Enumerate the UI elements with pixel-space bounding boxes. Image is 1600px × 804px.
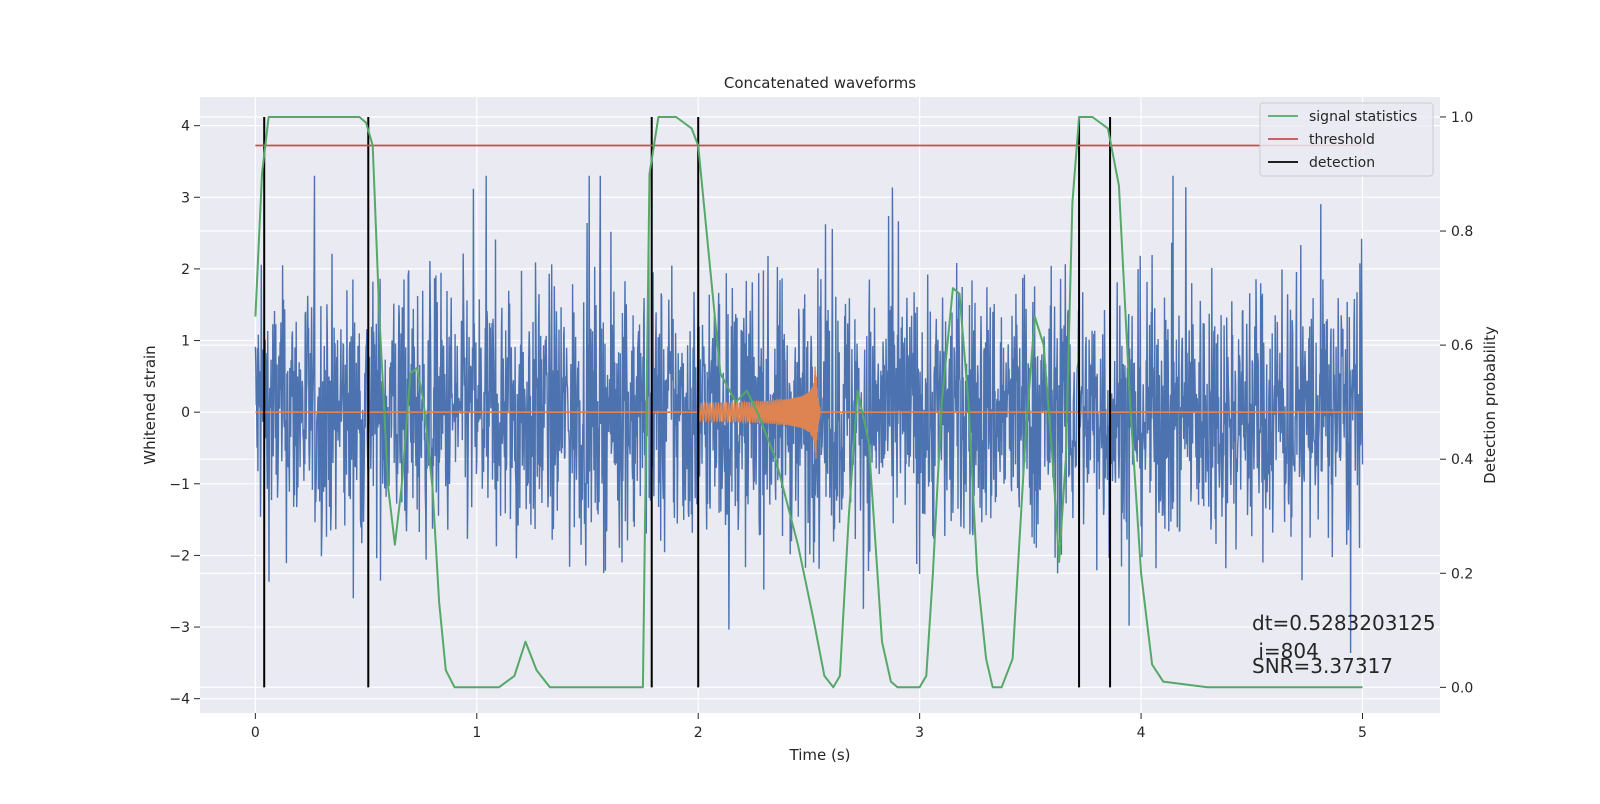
y-tick-label-right: 0.0	[1451, 680, 1473, 696]
legend-label-signal-statistics: signal statistics	[1309, 109, 1417, 125]
y-axis-label-right: Detection probability	[1481, 326, 1499, 484]
annotation-dt: dt=0.5283203125	[1252, 611, 1436, 635]
y-ticks-left: 4 3 2 1 0 −1 −2 −3 −4	[169, 119, 200, 708]
y-tick-label-left: −1	[169, 477, 190, 493]
y-tick-label-left: 2	[181, 262, 190, 278]
y-axis-label-left: Whitened strain	[141, 345, 159, 464]
x-tick-label: 0	[251, 725, 260, 741]
x-tick-label: 2	[694, 725, 703, 741]
detection-lines	[263, 116, 1112, 688]
chart-title: Concatenated waveforms	[724, 74, 916, 92]
signal-statistics-trace	[254, 116, 1363, 689]
y-tick-label-right: 0.8	[1451, 224, 1473, 240]
y-ticks-right: 1.0 0.8 0.6 0.4 0.2 0.0	[1440, 110, 1473, 696]
x-tick-label: 3	[915, 725, 924, 741]
y-tick-label-left: −2	[169, 548, 190, 564]
x-tick-label: 5	[1358, 725, 1367, 741]
y-tick-label-left: 0	[181, 405, 190, 421]
legend: signal statistics threshold detection	[1259, 102, 1434, 177]
signal-statistics-line	[254, 116, 1363, 689]
y-tick-label-left: 3	[181, 190, 190, 206]
legend-label-threshold: threshold	[1309, 132, 1375, 148]
legend-box	[1259, 102, 1434, 177]
annotation-snr: SNR=3.37317	[1252, 654, 1393, 678]
y-tick-label-right: 0.4	[1451, 452, 1473, 468]
x-ticks: 0 1 2 3 4 5	[251, 713, 1367, 741]
y-tick-label-left: 1	[181, 334, 190, 350]
x-tick-label: 4	[1137, 725, 1146, 741]
x-tick-label: 1	[472, 725, 481, 741]
y-tick-label-left: −4	[169, 692, 190, 708]
annotation-index: i=804	[1252, 639, 1319, 663]
y-tick-label-left: −3	[169, 620, 190, 636]
legend-label-detection: detection	[1309, 155, 1375, 171]
y-tick-label-right: 0.6	[1451, 338, 1473, 354]
y-tick-label-right: 0.2	[1451, 566, 1473, 582]
x-axis-label: Time (s)	[789, 746, 851, 764]
y-tick-label-right: 1.0	[1451, 110, 1473, 126]
y-tick-label-left: 4	[181, 119, 190, 135]
